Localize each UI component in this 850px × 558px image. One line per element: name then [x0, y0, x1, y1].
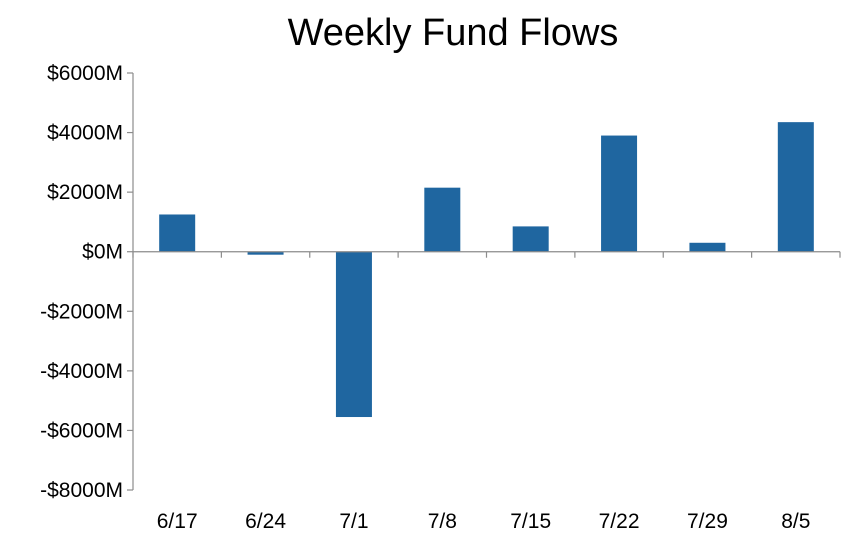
bar-7-29 [689, 242, 726, 252]
bar-7-8 [424, 187, 461, 252]
y-tick-label: -$4000M [40, 360, 123, 383]
x-tick-label: 7/8 [428, 510, 457, 533]
bar-7-15 [512, 226, 549, 252]
bars [159, 122, 814, 418]
x-tick-label: 8/5 [781, 510, 810, 533]
y-tick-label: $2000M [47, 181, 123, 204]
x-tick-label: 7/1 [339, 510, 368, 533]
y-tick-label: $6000M [47, 62, 123, 85]
y-tick-label: -$2000M [40, 300, 123, 323]
x-axis: 6/17 6/24 7/1 7/8 7/15 7/22 7/29 8/5 [132, 251, 841, 533]
x-tick-label: 7/22 [599, 510, 640, 533]
bar-7-22 [601, 135, 638, 252]
bar-6-17 [159, 214, 196, 252]
y-axis: $6000M $4000M $2000M $0M -$2000M -$4000M -$600… [40, 62, 134, 502]
bar-6-24 [247, 251, 284, 255]
x-tick-label: 7/15 [510, 510, 551, 533]
bar-7-1 [335, 251, 372, 418]
y-tick-label: $0M [82, 241, 123, 264]
chart-title: Weekly Fund Flows [287, 12, 619, 54]
x-tick-label: 6/24 [245, 510, 286, 533]
x-tick-label: 6/17 [157, 510, 198, 533]
y-tick-label: -$6000M [40, 419, 123, 442]
y-tick-label: $4000M [47, 122, 123, 145]
bar-8-5 [777, 122, 814, 252]
y-tick-label: -$8000M [40, 479, 123, 502]
x-tick-label: 7/29 [687, 510, 728, 533]
